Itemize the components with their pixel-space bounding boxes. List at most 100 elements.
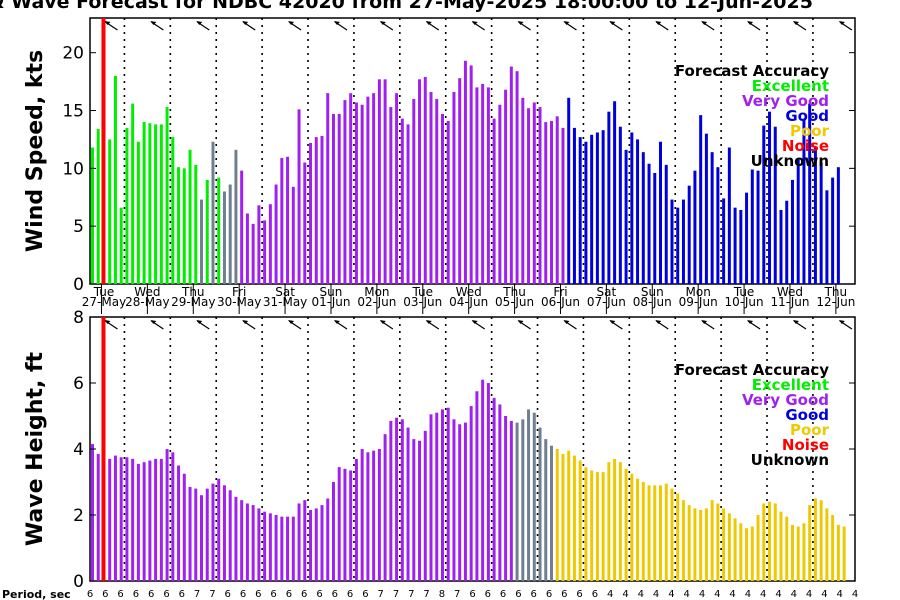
bar: [159, 458, 163, 581]
bar: [354, 458, 358, 581]
bar: [601, 472, 605, 581]
bar: [136, 141, 140, 284]
bar: [790, 179, 794, 284]
y-tick-label: 20: [62, 44, 84, 64]
wind-arrow-head: [288, 320, 295, 324]
bar: [389, 420, 393, 581]
bar: [578, 460, 582, 581]
wind-arrow-head: [609, 21, 616, 25]
period-value: 4: [668, 589, 674, 600]
bar: [716, 503, 720, 581]
period-value: 7: [393, 589, 399, 600]
bar: [550, 445, 553, 581]
bar: [504, 89, 508, 284]
legend-entry: Unknown: [751, 152, 829, 170]
period-value: 4: [622, 589, 628, 600]
bar: [360, 449, 364, 581]
x-date-label: 27-May: [82, 295, 126, 309]
period-value: 4: [775, 589, 781, 600]
bar: [739, 209, 743, 284]
noise-marker: [101, 317, 106, 581]
bar: [406, 427, 410, 581]
bar: [435, 98, 439, 285]
bar: [108, 458, 112, 581]
bar: [297, 109, 301, 284]
wind-arrow-head: [333, 21, 340, 25]
bar: [188, 149, 192, 284]
bar: [377, 449, 381, 581]
bar: [773, 503, 777, 581]
noise-marker: [101, 18, 106, 284]
bar: [745, 528, 749, 581]
bar: [762, 503, 766, 581]
bar: [228, 490, 232, 581]
bar: [790, 524, 794, 581]
bar: [131, 103, 135, 284]
period-value: 6: [515, 589, 521, 600]
y-tick-label: 15: [62, 102, 84, 122]
bar: [773, 126, 777, 284]
bar: [423, 430, 427, 581]
period-value: 4: [791, 589, 797, 600]
bar: [544, 439, 548, 581]
bar: [257, 205, 261, 284]
bar: [171, 452, 175, 581]
bar: [217, 478, 221, 581]
bar: [182, 473, 186, 581]
bar: [532, 102, 536, 284]
bar: [681, 199, 685, 284]
bar: [406, 124, 410, 285]
legend-entry: Good: [785, 406, 829, 424]
bar: [119, 207, 123, 284]
bar: [154, 124, 158, 285]
bar: [808, 505, 812, 581]
bar: [578, 137, 582, 284]
bar: [561, 453, 565, 581]
bar: [527, 108, 531, 284]
bar: [395, 93, 399, 284]
bar: [343, 100, 347, 285]
bar: [366, 452, 370, 581]
bar: [572, 455, 576, 581]
bar: [567, 97, 571, 284]
bar: [280, 516, 284, 581]
bar: [268, 204, 272, 284]
bar: [802, 523, 806, 581]
bar: [681, 500, 685, 581]
bar: [630, 132, 634, 284]
period-value: 7: [194, 589, 200, 600]
bar: [750, 169, 754, 284]
bar: [297, 503, 301, 581]
chart-title: & Wave Forecast for NDBC 42020 from 27-M…: [0, 0, 813, 13]
bar: [796, 526, 800, 581]
period-value: 6: [179, 589, 185, 600]
bar: [538, 427, 542, 581]
wind-arrow-head: [563, 320, 570, 324]
wind-arrow-head: [379, 21, 386, 25]
bar: [343, 468, 347, 581]
legend-entry: Noise: [782, 137, 829, 155]
bar: [618, 126, 622, 284]
bar: [492, 397, 496, 581]
bar: [607, 111, 611, 285]
y-tick-label: 2: [73, 506, 84, 526]
y-axis-label: Wave Height, ft: [23, 351, 48, 546]
bar: [165, 449, 169, 581]
bar: [91, 147, 94, 284]
bar: [440, 409, 444, 581]
period-value: 6: [561, 589, 567, 600]
wind-arrow-head: [838, 21, 845, 25]
bar: [618, 462, 622, 581]
bar: [710, 500, 714, 581]
bar: [653, 485, 657, 581]
bar: [251, 505, 255, 581]
bar: [624, 468, 628, 581]
wind-arrow-head: [104, 320, 111, 324]
bar: [550, 120, 553, 284]
bar: [607, 462, 611, 581]
bar: [205, 179, 209, 284]
bar: [423, 76, 427, 284]
wind-arrow-head: [288, 21, 295, 25]
bar: [200, 495, 204, 581]
